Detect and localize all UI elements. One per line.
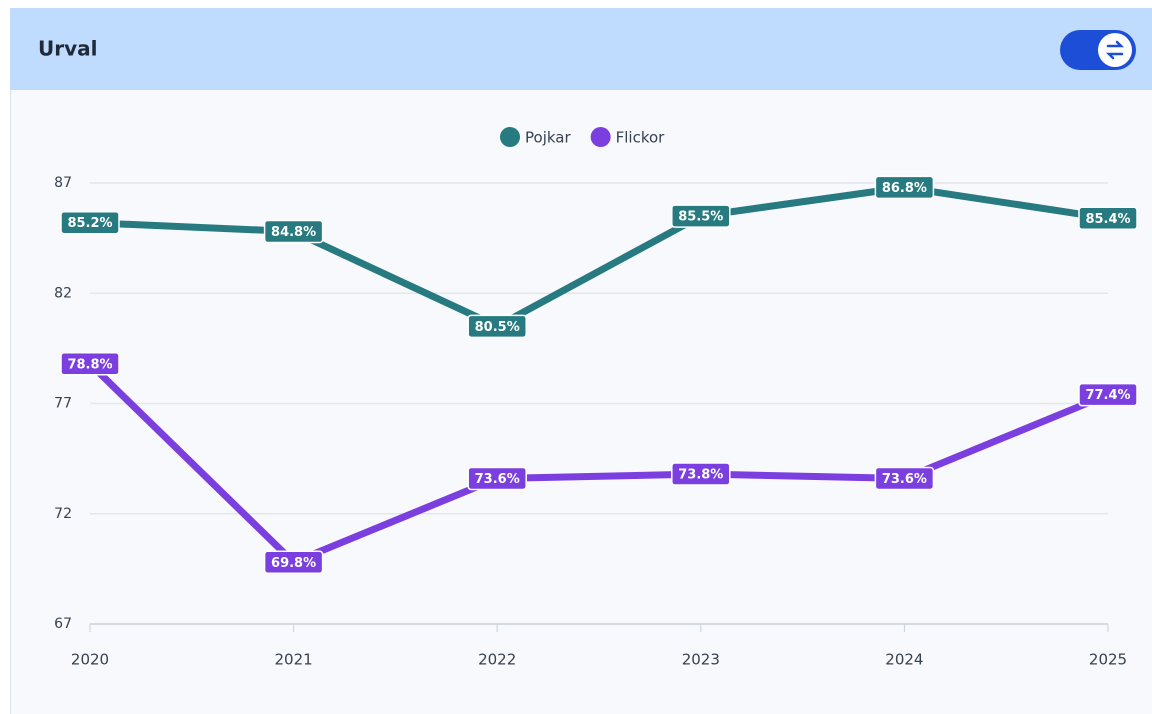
data-label-box	[263, 219, 324, 244]
data-label-box	[671, 462, 731, 486]
x-tick-label: 2020	[71, 651, 109, 669]
legend-swatch	[500, 127, 520, 147]
data-label-box	[1078, 206, 1138, 231]
data-label-box	[60, 210, 120, 235]
data-label-box	[874, 466, 935, 491]
x-tick-label: 2024	[885, 651, 923, 669]
x-tick-label: 2021	[275, 651, 313, 669]
data-label-box	[1078, 382, 1138, 407]
legend-label: Flickor	[616, 129, 666, 147]
x-tick-label: 2023	[682, 651, 720, 669]
data-label-box	[60, 352, 120, 376]
y-tick-label: 77	[54, 396, 72, 412]
data-label: 69.8%	[271, 556, 316, 571]
x-tick-label: 2022	[478, 651, 516, 669]
toggle[interactable]	[1060, 30, 1136, 70]
data-label: 86.8%	[882, 181, 927, 196]
data-label: 85.4%	[1085, 212, 1130, 227]
data-label-box	[263, 550, 324, 575]
y-tick-label: 67	[54, 616, 72, 632]
data-label-box	[467, 466, 527, 491]
data-label: 85.2%	[67, 216, 112, 231]
panel	[10, 8, 1152, 714]
data-label: 73.6%	[475, 472, 520, 487]
data-label-box	[467, 314, 527, 339]
data-label-box	[671, 204, 731, 228]
data-label: 78.8%	[67, 357, 112, 372]
y-tick-label: 72	[54, 506, 72, 522]
y-tick-label: 82	[54, 285, 72, 301]
data-label-box	[874, 175, 935, 200]
toggle-icon[interactable]	[1105, 40, 1125, 60]
series-line	[89, 183, 1109, 330]
data-label: 85.5%	[678, 210, 723, 225]
legend-swatch	[590, 127, 611, 147]
data-label: 77.4%	[1085, 388, 1130, 403]
x-tick-label: 2025	[1089, 651, 1127, 669]
data-label: 73.8%	[678, 468, 723, 483]
legend-label: Pojkar	[525, 129, 571, 147]
series-line	[87, 361, 1110, 566]
header-bar	[10, 8, 1152, 90]
data-label: 84.8%	[271, 225, 316, 240]
y-tick-label: 87	[54, 175, 72, 191]
data-label: 80.5%	[475, 320, 520, 335]
toggle-knob[interactable]	[1098, 33, 1132, 67]
header-title: Urval	[38, 37, 98, 61]
data-label: 73.6%	[882, 472, 927, 487]
